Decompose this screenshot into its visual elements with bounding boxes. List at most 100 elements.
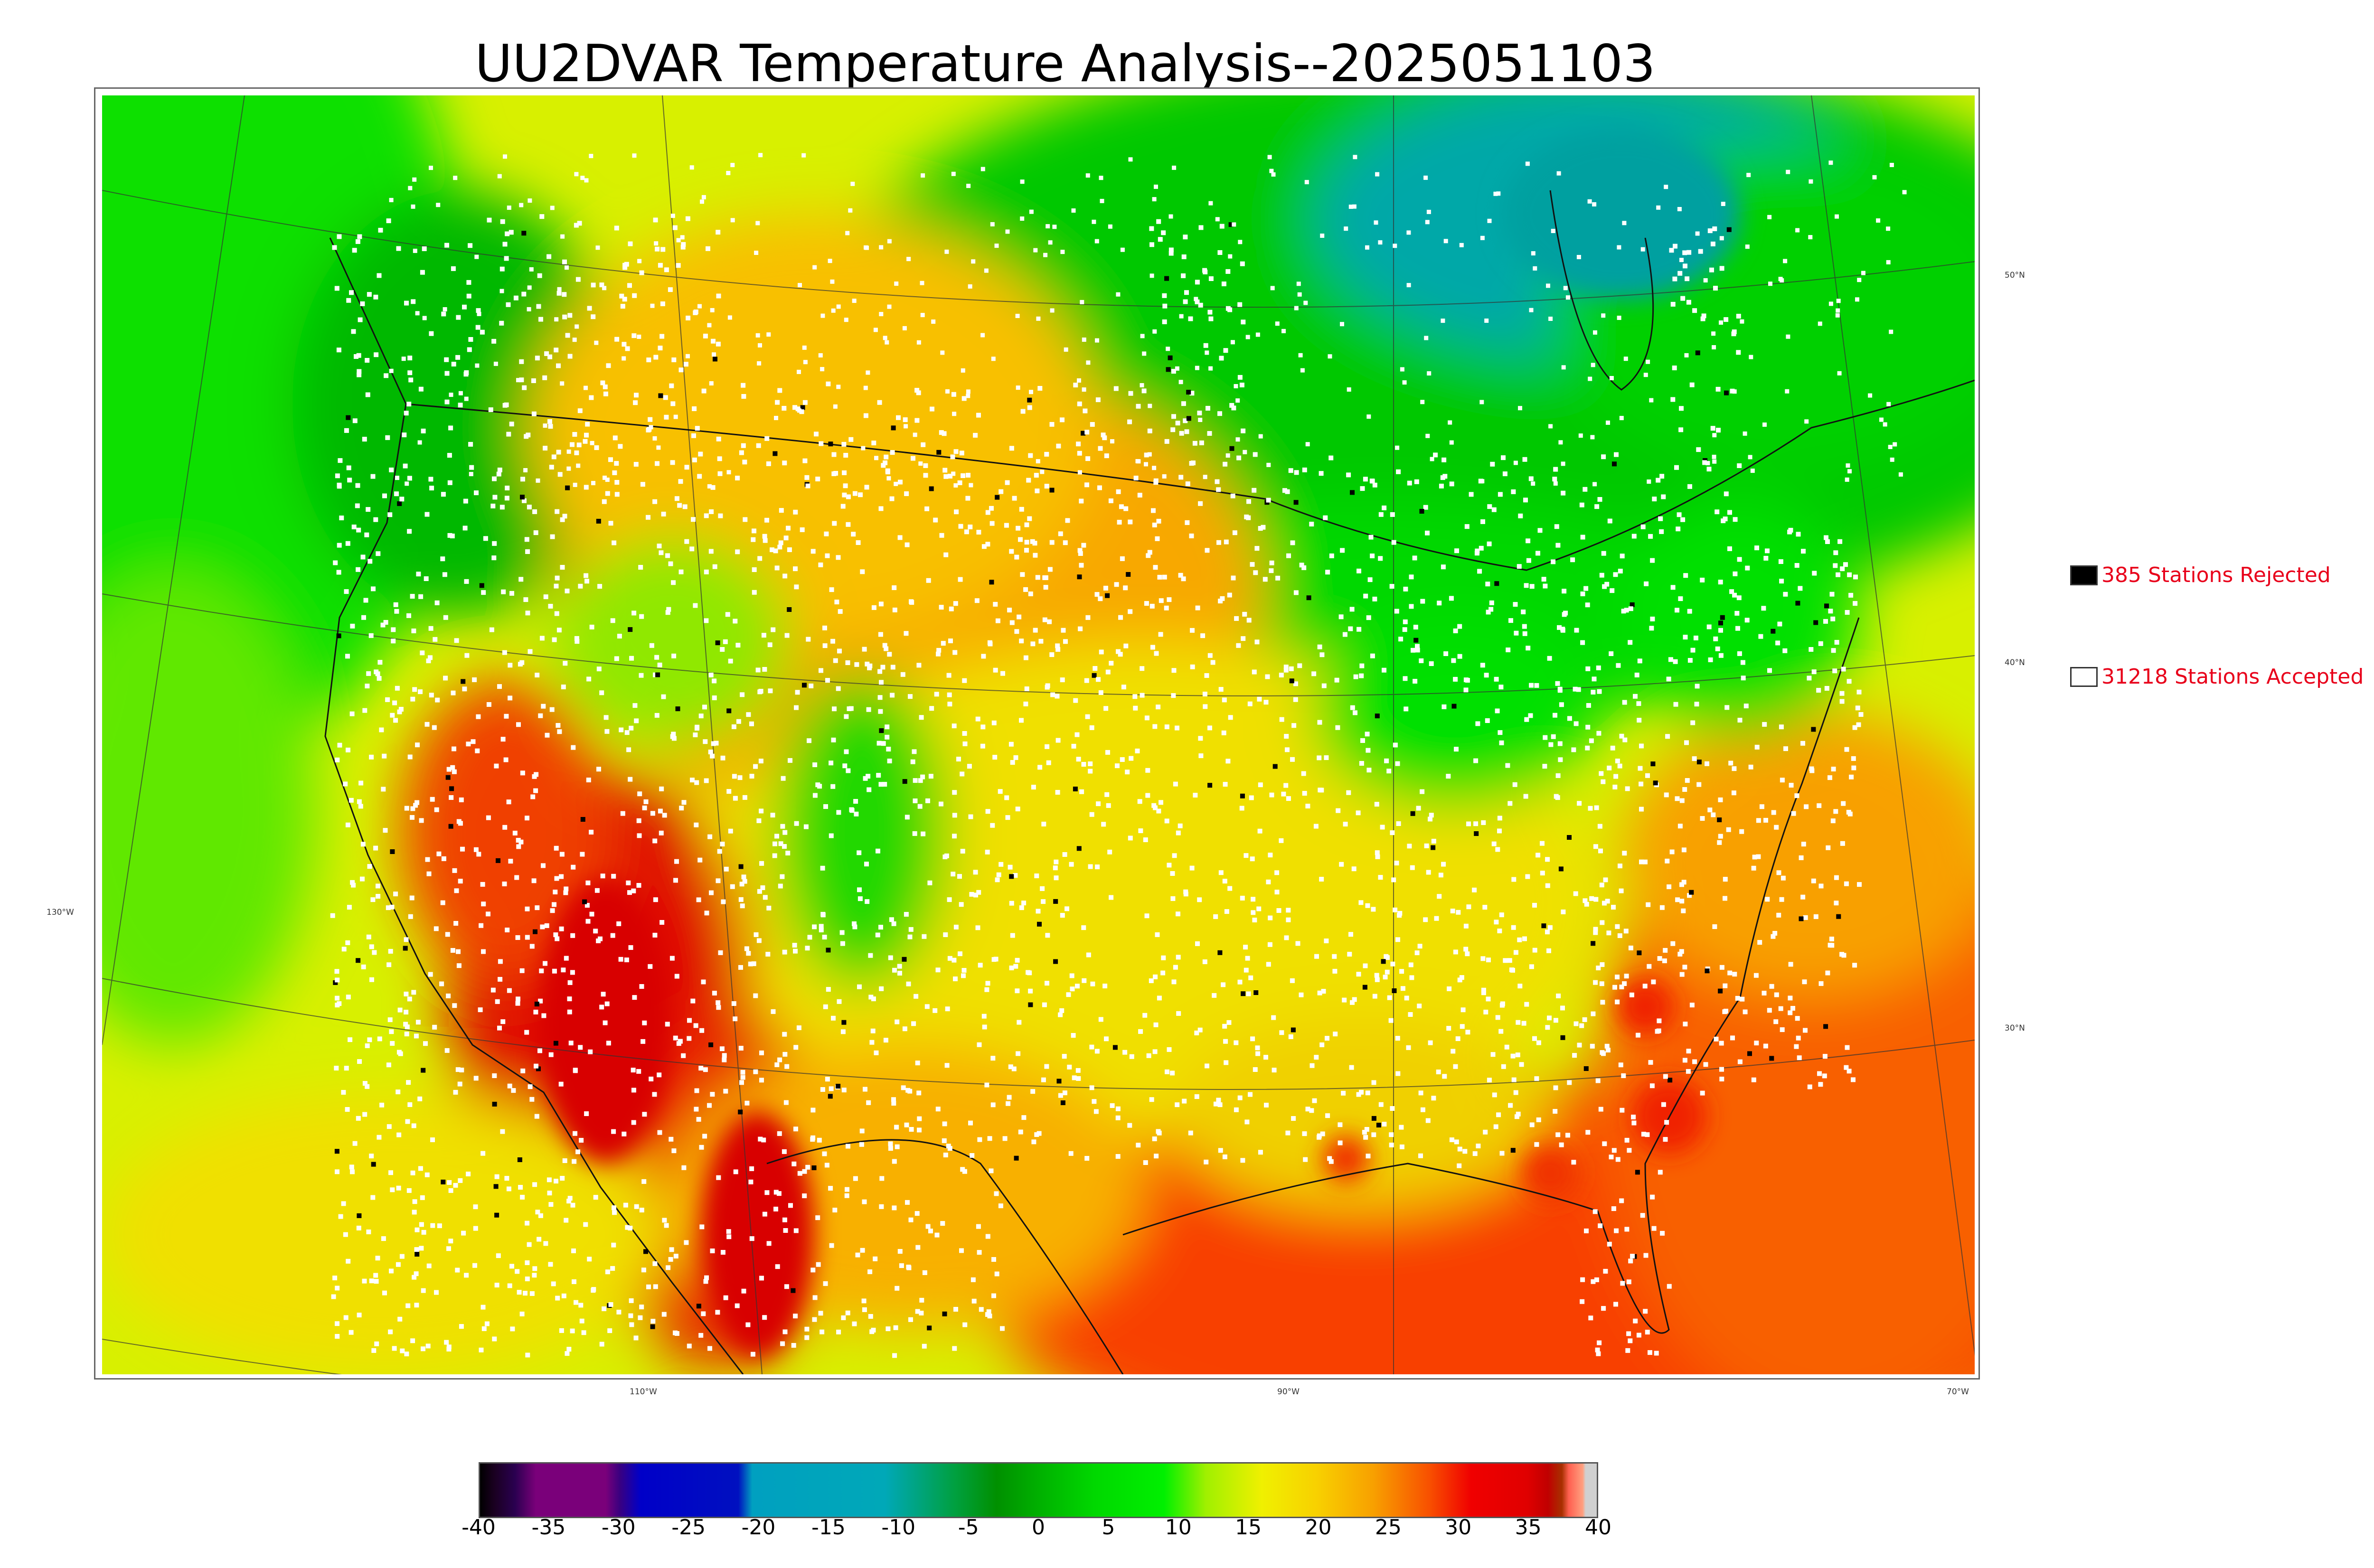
station-marker — [1600, 962, 1605, 967]
station-marker — [687, 1036, 692, 1041]
temperature-map[interactable]: 110°W — [94, 87, 1980, 1380]
station-marker — [859, 1142, 864, 1147]
station-marker — [1659, 529, 1664, 534]
station-marker — [356, 958, 361, 963]
station-marker — [704, 513, 709, 518]
station-marker — [848, 208, 853, 213]
station-marker — [1723, 877, 1728, 882]
station-marker — [614, 337, 620, 342]
station-marker — [731, 724, 736, 729]
station-marker — [356, 1225, 361, 1230]
station-marker — [599, 282, 604, 288]
station-marker — [1205, 1063, 1209, 1069]
station-marker — [1389, 1132, 1394, 1137]
station-marker — [410, 815, 415, 820]
station-marker — [708, 750, 713, 754]
station-marker — [1250, 562, 1255, 567]
station-marker — [1543, 735, 1548, 740]
station-marker — [565, 1351, 570, 1356]
station-marker — [1593, 980, 1598, 985]
station-marker — [345, 1107, 350, 1112]
station-marker — [1107, 849, 1112, 854]
station-marker — [1816, 688, 1821, 693]
station-marker — [631, 1120, 636, 1125]
station-marker — [560, 1176, 565, 1181]
station-marker — [365, 1043, 370, 1048]
station-marker — [534, 1063, 538, 1069]
station-marker — [1624, 974, 1629, 979]
station-marker — [1429, 661, 1434, 666]
station-marker — [894, 1125, 899, 1130]
station-marker — [1086, 952, 1091, 958]
station-marker — [1077, 548, 1083, 553]
station-marker — [1615, 1157, 1620, 1162]
station-marker — [860, 569, 865, 574]
station-marker — [1205, 548, 1210, 553]
station-marker — [1135, 459, 1140, 463]
station-marker — [448, 1239, 453, 1244]
station-marker — [745, 1322, 751, 1327]
station-marker — [447, 533, 452, 538]
station-marker — [476, 714, 481, 719]
station-marker — [430, 797, 435, 802]
station-marker — [1235, 437, 1240, 442]
station-marker — [1398, 637, 1404, 642]
station-marker — [345, 541, 350, 546]
station-marker — [782, 1052, 788, 1057]
station-marker — [361, 964, 366, 969]
station-marker — [915, 1061, 920, 1066]
station-marker — [437, 1223, 442, 1229]
colorbar-tick-label: -20 — [741, 1515, 776, 1540]
station-marker — [1562, 612, 1567, 617]
station-marker — [566, 1199, 572, 1204]
station-marker — [1511, 1077, 1517, 1082]
station-marker — [1830, 818, 1836, 824]
station-marker — [1794, 1044, 1799, 1049]
station-marker — [1618, 569, 1623, 573]
station-marker — [709, 890, 714, 895]
station-marker — [959, 902, 964, 907]
station-marker — [1314, 954, 1319, 959]
station-marker — [1620, 554, 1625, 559]
station-marker — [1408, 962, 1413, 967]
station-marker — [1491, 841, 1497, 846]
station-marker — [1383, 975, 1388, 980]
station-marker — [556, 363, 561, 368]
station-marker — [1643, 1253, 1649, 1258]
station-marker — [1508, 618, 1513, 623]
station-marker — [1425, 433, 1430, 438]
station-marker — [1803, 1028, 1808, 1033]
station-marker — [1081, 543, 1086, 548]
station-marker — [1029, 209, 1034, 214]
station-marker — [611, 873, 616, 879]
station-marker — [1302, 1131, 1307, 1136]
station-marker — [1512, 782, 1517, 787]
station-marker — [1528, 476, 1534, 481]
station-marker — [1328, 1159, 1334, 1164]
station-marker — [944, 249, 949, 254]
station-marker — [1073, 383, 1078, 388]
station-marker — [464, 579, 469, 584]
station-marker — [1149, 978, 1154, 983]
station-marker — [636, 818, 641, 823]
station-marker — [1240, 793, 1245, 798]
station-marker — [1443, 239, 1448, 244]
station-marker — [516, 996, 520, 1002]
station-marker — [1802, 979, 1807, 985]
station-marker — [396, 1089, 401, 1095]
station-marker — [1378, 512, 1384, 517]
station-marker — [1804, 804, 1809, 809]
station-marker — [962, 731, 967, 736]
station-marker — [857, 896, 863, 901]
station-marker — [1279, 717, 1284, 722]
station-marker — [865, 899, 870, 904]
station-marker — [896, 415, 901, 420]
station-marker — [1648, 1350, 1652, 1355]
station-marker — [1861, 271, 1865, 275]
station-marker — [1682, 965, 1687, 970]
station-marker — [1049, 488, 1055, 493]
station-marker — [628, 1313, 633, 1318]
station-marker — [1843, 562, 1848, 567]
station-marker — [641, 1039, 646, 1044]
station-marker — [1243, 450, 1247, 454]
